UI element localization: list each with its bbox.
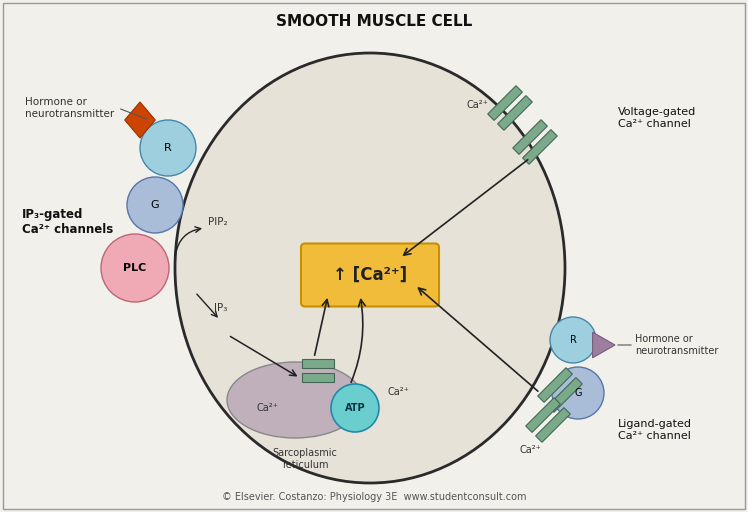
Text: Ligand-gated
Ca²⁺ channel: Ligand-gated Ca²⁺ channel bbox=[618, 419, 692, 441]
Circle shape bbox=[101, 234, 169, 302]
Text: ↑ [Ca²⁺]: ↑ [Ca²⁺] bbox=[333, 266, 407, 284]
Text: ATP: ATP bbox=[345, 403, 365, 413]
Polygon shape bbox=[536, 408, 570, 442]
Text: PLC: PLC bbox=[123, 263, 147, 273]
Text: © Elsevier. Costanzo: Physiology 3E  www.studentconsult.com: © Elsevier. Costanzo: Physiology 3E www.… bbox=[221, 492, 527, 502]
Circle shape bbox=[331, 384, 379, 432]
Text: Voltage-gated
Ca²⁺ channel: Voltage-gated Ca²⁺ channel bbox=[618, 107, 696, 129]
Polygon shape bbox=[592, 332, 615, 358]
Ellipse shape bbox=[227, 362, 363, 438]
Text: G: G bbox=[574, 388, 582, 398]
Text: Hormone or
neurotransmitter: Hormone or neurotransmitter bbox=[635, 334, 718, 356]
Polygon shape bbox=[302, 373, 334, 381]
Text: SMOOTH MUSCLE CELL: SMOOTH MUSCLE CELL bbox=[276, 14, 472, 30]
Text: R: R bbox=[164, 143, 172, 153]
Text: R: R bbox=[569, 335, 577, 345]
Circle shape bbox=[127, 177, 183, 233]
Text: Ca²⁺: Ca²⁺ bbox=[466, 100, 488, 110]
Polygon shape bbox=[526, 398, 560, 432]
Text: Sarcoplasmic
reticulum: Sarcoplasmic reticulum bbox=[272, 448, 337, 470]
Polygon shape bbox=[538, 368, 572, 402]
Text: Ca²⁺: Ca²⁺ bbox=[388, 387, 410, 397]
Polygon shape bbox=[548, 378, 582, 412]
Polygon shape bbox=[488, 86, 522, 120]
Ellipse shape bbox=[175, 53, 565, 483]
Polygon shape bbox=[512, 120, 548, 155]
Polygon shape bbox=[523, 130, 557, 164]
Text: G: G bbox=[150, 200, 159, 210]
Polygon shape bbox=[497, 96, 533, 130]
Polygon shape bbox=[302, 358, 334, 368]
Text: Ca²⁺: Ca²⁺ bbox=[519, 445, 541, 455]
Polygon shape bbox=[125, 102, 156, 138]
Circle shape bbox=[140, 120, 196, 176]
Text: IP₃-gated
Ca²⁺ channels: IP₃-gated Ca²⁺ channels bbox=[22, 208, 113, 236]
Text: Hormone or
neurotransmitter: Hormone or neurotransmitter bbox=[25, 97, 114, 119]
FancyBboxPatch shape bbox=[301, 244, 439, 307]
Circle shape bbox=[552, 367, 604, 419]
Text: IP₃: IP₃ bbox=[214, 303, 227, 313]
Text: Ca²⁺: Ca²⁺ bbox=[256, 403, 278, 413]
Circle shape bbox=[550, 317, 596, 363]
Text: PIP₂: PIP₂ bbox=[208, 217, 227, 227]
